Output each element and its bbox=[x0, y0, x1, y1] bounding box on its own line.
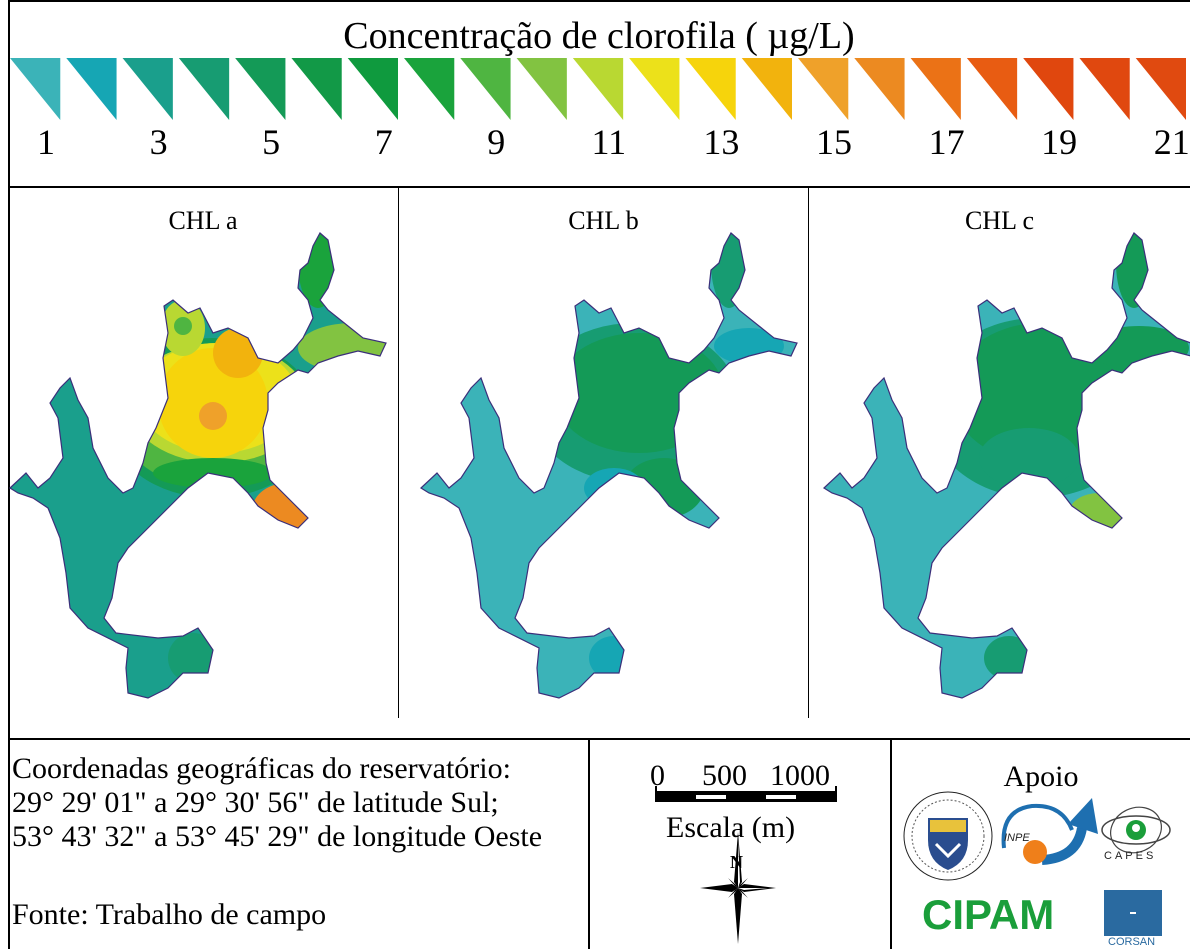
legend-tick-15: 15 bbox=[816, 122, 852, 162]
legend-swatch-20 bbox=[1079, 58, 1130, 120]
legend-tick-3: 3 bbox=[149, 122, 168, 162]
corsan-logo-icon bbox=[1104, 890, 1162, 936]
reservoir-map-chl-a bbox=[9, 232, 387, 699]
corsan-label: CORSAN bbox=[1108, 936, 1156, 948]
source-note: Fonte: Trabalho de campo bbox=[12, 898, 327, 931]
legend-swatch-7 bbox=[347, 58, 398, 120]
legend-tick-9: 9 bbox=[487, 122, 506, 162]
legend-tick-5: 5 bbox=[262, 122, 281, 162]
legend-swatch-2 bbox=[66, 58, 117, 120]
coords-longitude: 53° 43' 32" a 53° 45' 29" de longitude O… bbox=[12, 820, 543, 853]
compass-rose-icon bbox=[700, 832, 776, 944]
coordinates-box: Coordenadas geográficas do reservatório:… bbox=[8, 740, 590, 949]
coords-latitude: 29° 29' 01" a 29° 30' 56" de latitude Su… bbox=[12, 786, 499, 819]
legend-tick-7: 7 bbox=[374, 122, 393, 162]
legend-swatch-17 bbox=[910, 58, 961, 120]
map-panel-chl-a: CHL a bbox=[8, 188, 398, 718]
coords-heading: Coordenadas geográficas do reservatório: bbox=[12, 752, 511, 785]
legend-tick-13: 13 bbox=[703, 122, 740, 162]
legend-swatch-18 bbox=[966, 58, 1018, 120]
legend-swatch-11 bbox=[572, 58, 624, 120]
scale-box: 0 500 1000 Escala (m) N bbox=[590, 740, 892, 949]
map-panel-chl-b: CHL b bbox=[398, 188, 808, 718]
legend-swatches bbox=[10, 58, 1186, 120]
capes-label: CAPES bbox=[1104, 850, 1157, 862]
north-label: N bbox=[730, 852, 743, 872]
reservoir-map-chl-c bbox=[823, 232, 1190, 699]
legend-swatch-3 bbox=[122, 58, 173, 120]
ufsm-seal-icon bbox=[903, 791, 993, 881]
legend-swatch-4 bbox=[178, 58, 230, 120]
legend-tick-11: 11 bbox=[591, 122, 627, 162]
scale-bar bbox=[655, 786, 837, 944]
inpe-label: INPE bbox=[1004, 832, 1030, 844]
legend-swatch-15 bbox=[798, 58, 849, 120]
legend-swatch-16 bbox=[854, 58, 905, 120]
reservoir-map-chl-b bbox=[420, 232, 798, 699]
inpe-logo-icon bbox=[1001, 798, 1098, 865]
capes-logo-icon bbox=[1101, 806, 1171, 854]
legend-swatch-19 bbox=[1023, 58, 1074, 120]
scale-tick-1000: 1000 bbox=[770, 759, 830, 792]
legend-swatch-9 bbox=[460, 58, 511, 120]
legend-swatch-13 bbox=[685, 58, 736, 120]
legend-tick-19: 19 bbox=[1041, 122, 1078, 162]
panel-title-chl-c: CHL c bbox=[964, 206, 1035, 235]
support-title: Apoio bbox=[1003, 760, 1079, 793]
legend-swatch-5 bbox=[235, 58, 286, 120]
legend-swatch-8 bbox=[404, 58, 455, 120]
scale-tick-0: 0 bbox=[650, 759, 665, 792]
legend-swatch-14 bbox=[741, 58, 792, 120]
map-frame bbox=[8, 0, 1190, 949]
support-logos: Apoio bbox=[892, 740, 1190, 949]
legend-tick-1: 1 bbox=[37, 122, 55, 162]
map-panel-chl-c: CHL c bbox=[808, 188, 1190, 718]
scale-tick-500: 500 bbox=[702, 759, 747, 792]
legend-swatch-1 bbox=[10, 58, 61, 120]
legend-swatch-10 bbox=[516, 58, 567, 120]
map-footer: Coordenadas geográficas do reservatório:… bbox=[8, 738, 1190, 949]
scale-label: Escala (m) bbox=[666, 811, 796, 844]
legend-title: Concentração de clorofila ( µg/L) bbox=[343, 15, 855, 57]
legend-tick-21: 21 bbox=[1153, 122, 1190, 162]
panel-title-chl-a: CHL a bbox=[168, 206, 238, 235]
legend-swatch-21 bbox=[1135, 58, 1186, 120]
panel-title-chl-b: CHL b bbox=[568, 206, 639, 235]
legend-swatch-6 bbox=[291, 58, 342, 120]
legend-swatch-12 bbox=[629, 58, 680, 120]
cipam-logo: CIPAM bbox=[922, 891, 1055, 938]
legend-tick-17: 17 bbox=[928, 122, 965, 162]
